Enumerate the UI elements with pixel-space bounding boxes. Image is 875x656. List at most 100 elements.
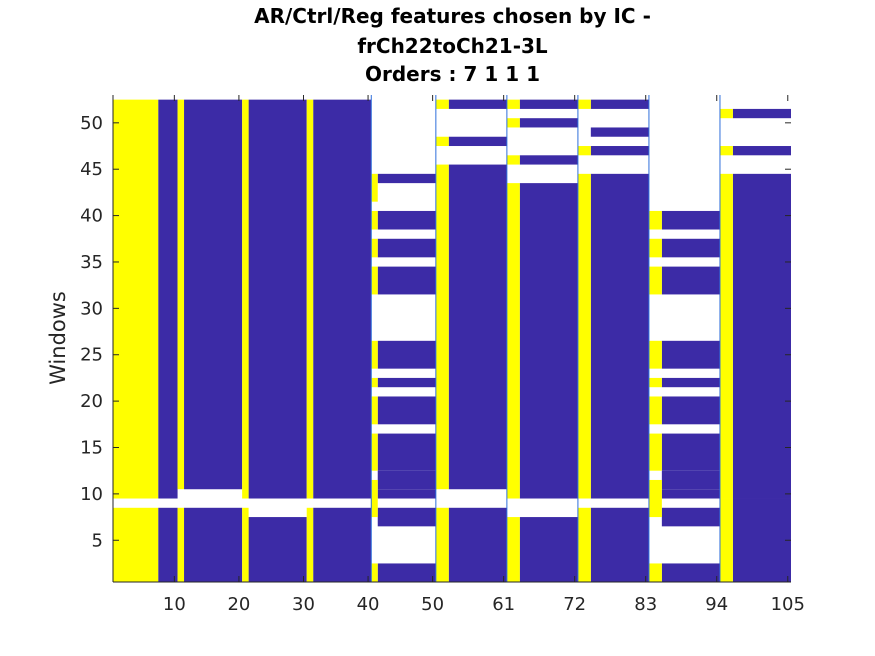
y-tick-label-6: 35 [80,252,103,273]
y-tick-label-2: 15 [80,437,103,458]
x-tick-label-3: 40 [357,594,380,615]
ar-cell-7-1 [577,173,591,499]
chart-title-line-3: Orders : 7 1 1 1 [365,62,540,86]
y-tick-label-4: 25 [80,345,103,366]
ar-cell-5-1 [435,164,449,490]
ctrl-cell-8-5 [661,396,720,425]
ar-cell-6-1 [506,183,520,499]
x-tick-label-0: 10 [163,594,186,615]
ctrl-cell-8-0 [661,563,720,582]
ctrl-cell-9-3 [732,108,791,119]
y-tick-label-7: 40 [80,206,103,227]
ctrl-cell-5-3 [448,99,507,109]
ar-cell-1-0 [177,507,185,582]
ctrl-cell-4-0 [377,563,436,582]
ctrl-cell-4-1 [377,507,436,527]
ctrl-cell-6-4 [519,99,578,109]
ar-cell-8-5 [648,340,662,369]
ar-cell-2-1 [242,99,249,499]
ar-cell-1-1 [177,99,185,490]
ctrl-cell-6-0 [519,517,578,582]
ar-cell-8-4 [648,377,662,388]
ar-cell-2-0 [242,507,249,582]
x-tick-label-9: 105 [771,594,805,615]
ctrl-cell-4-9 [377,238,436,258]
ctrl-cell-8-10 [661,210,720,230]
y-tick-label-0: 5 [92,530,103,551]
y-tick-label-5: 30 [80,298,103,319]
ctrl-cell-4-6 [377,377,436,388]
ctrl-cell-4-7 [377,340,436,369]
ar-cell-7-3 [577,99,591,109]
ar-cell-7-0 [577,507,591,582]
ctrl-cell-4-2 [377,489,436,499]
ctrl-cell-8-6 [661,377,720,388]
ctrl-cell-8-2 [661,489,720,499]
chart-title-line-1: AR/Ctrl/Reg features chosen by IC - [254,4,651,28]
y-tick-label-3: 20 [80,391,103,412]
ctrl-cell-0-1 [158,99,178,499]
ar-cell-6-4 [506,99,520,109]
ar-cell-6-0 [506,517,520,582]
y-tick-label-8: 45 [80,159,103,180]
ar-cell-6-2 [506,155,520,165]
ctrl-cell-8-4 [661,433,720,471]
ar-cell-9-0 [719,498,733,582]
ctrl-cell-2-1 [248,99,307,499]
x-tick-label-2: 30 [292,594,315,615]
ctrl-cell-8-3 [661,470,720,490]
ctrl-cell-6-2 [519,155,578,165]
ar-cell-9-3 [719,108,733,119]
ctrl-cell-4-5 [377,396,436,425]
ctrl-cell-1-1 [184,99,243,490]
ar-cell-7-2 [577,146,591,156]
x-tick-label-7: 83 [634,594,657,615]
ctrl-cell-3-1 [313,99,372,499]
ar-cell-8-1 [648,479,662,518]
x-tick-label-8: 94 [705,594,728,615]
ar-cell-4-0 [371,563,378,582]
ar-cell-4-8 [371,210,378,230]
ctrl-cell-4-3 [377,470,436,490]
ctrl-cell-9-2 [732,146,791,156]
x-tick-label-4: 50 [421,594,444,615]
ar-cell-8-3 [648,396,662,425]
ctrl-cell-5-1 [448,164,507,490]
ar-cell-4-4 [371,377,378,388]
ar-cell-9-2 [719,146,733,156]
x-tick-label-1: 20 [227,594,250,615]
ctrl-cell-7-0 [590,507,649,582]
ctrl-cell-7-1 [590,173,649,499]
ctrl-cell-2-0 [248,517,307,582]
ctrl-cell-6-1 [519,183,578,499]
ar-cell-6-3 [506,118,520,128]
ctrl-cell-8-1 [661,507,720,527]
ar-cell-8-2 [648,433,662,471]
ar-cell-4-6 [371,266,378,295]
ar-cell-8-7 [648,238,662,258]
ar-cell-5-0 [435,507,449,582]
ctrl-cell-9-0 [732,498,791,582]
ctrl-cell-4-11 [377,173,436,184]
ctrl-cell-5-0 [448,507,507,582]
ar-cell-9-1 [719,173,733,499]
ctrl-cell-9-1 [732,173,791,499]
ar-cell-8-8 [648,210,662,230]
ctrl-cell-1-0 [184,507,243,582]
ctrl-cell-7-4 [590,99,649,109]
ar-cell-4-5 [371,340,378,369]
ctrl-cell-5-2 [448,136,507,147]
ctrl-cell-4-8 [377,266,436,295]
ar-cell-4-9 [371,173,378,202]
x-tick-label-6: 72 [563,594,586,615]
ctrl-cell-4-10 [377,210,436,230]
ctrl-cell-8-8 [661,266,720,295]
ar-cell-3-1 [306,99,314,499]
ctrl-cell-8-9 [661,238,720,258]
ar-cell-4-3 [371,396,378,425]
y-tick-label-9: 50 [80,113,103,134]
x-tick-label-5: 61 [492,594,515,615]
y-tick-label-1: 10 [80,484,103,505]
